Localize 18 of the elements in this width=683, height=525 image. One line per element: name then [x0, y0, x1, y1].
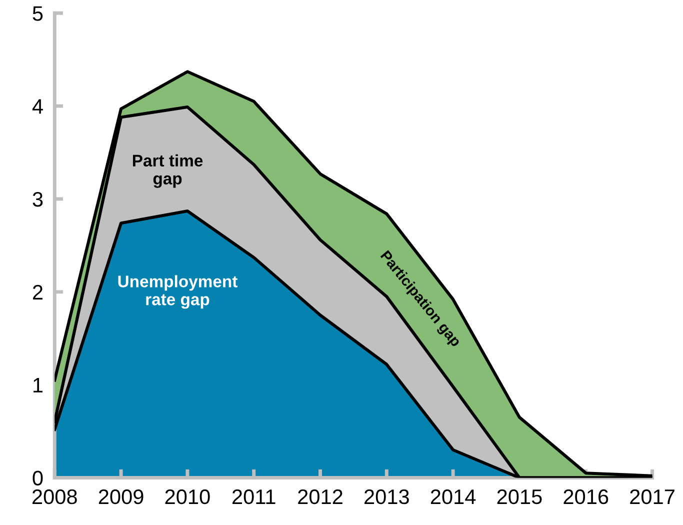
- y-tick-label: 0: [32, 470, 43, 486]
- x-tick-label: 2011: [232, 489, 276, 504]
- x-tick-label: 2008: [32, 489, 77, 504]
- x-tick-label: 2010: [165, 489, 210, 504]
- y-tick-label: 5: [32, 6, 43, 21]
- x-tick-label: 2013: [364, 489, 409, 504]
- series-label: Part time gap: [132, 154, 203, 188]
- y-tick-label: 4: [32, 99, 43, 114]
- x-tick-label: 2015: [497, 489, 542, 504]
- y-tick-label: 3: [32, 192, 43, 207]
- series-label: Unemployment rate gap: [118, 275, 238, 309]
- x-tick-label: 2016: [564, 489, 608, 504]
- y-tick-label: 1: [34, 378, 43, 392]
- x-tick-label: 2012: [298, 489, 342, 504]
- x-tick-label: 2009: [98, 489, 144, 504]
- y-tick-label: 2: [32, 284, 42, 300]
- x-tick-label: 2017: [630, 489, 674, 504]
- x-tick-label: 2014: [430, 489, 476, 504]
